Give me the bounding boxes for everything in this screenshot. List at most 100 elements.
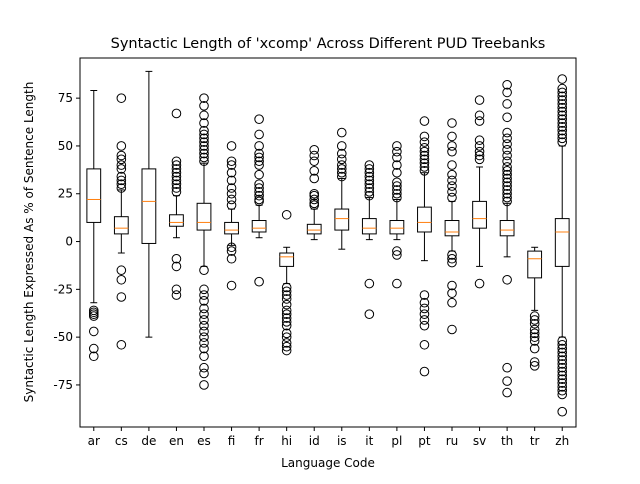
x-tick-label: fi	[228, 434, 236, 448]
outlier-point	[447, 146, 457, 157]
outlier-point	[281, 290, 292, 300]
box-ar	[86, 90, 102, 362]
outlier-point	[226, 141, 237, 151]
y-tick-label: 25	[58, 187, 73, 201]
outlier-point	[226, 160, 237, 170]
outlier-point	[88, 311, 99, 321]
chart-title: Syntactic Length of 'xcomp' Across Diffe…	[111, 36, 546, 52]
outlier-point	[557, 129, 568, 140]
outlier-point	[281, 328, 292, 339]
outlier-point	[199, 362, 209, 373]
outlier-point	[281, 299, 292, 310]
outlier-point	[199, 284, 209, 295]
iqr-box	[444, 220, 460, 237]
y-tick-label: -50	[53, 330, 73, 344]
outlier-point	[392, 188, 402, 199]
outlier-point	[199, 315, 209, 325]
x-tick-label: it	[365, 434, 373, 448]
outlier-point	[254, 169, 264, 180]
x-tick-label: zh	[555, 434, 569, 448]
x-tick-label: id	[309, 434, 320, 448]
outlier-point	[281, 345, 292, 356]
outlier-point	[88, 351, 99, 362]
iqr-box	[196, 202, 212, 231]
outlier-point	[364, 179, 375, 189]
outlier-point	[502, 127, 512, 138]
outlier-point	[199, 152, 209, 163]
outlier-point	[392, 146, 402, 157]
outlier-point	[116, 93, 127, 103]
outlier-point	[419, 162, 430, 172]
outlier-point	[171, 284, 182, 295]
outlier-point	[557, 106, 568, 117]
outlier-point	[281, 209, 292, 220]
box-hi	[279, 209, 295, 356]
outlier-point	[502, 169, 512, 180]
outlier-point	[199, 309, 209, 319]
x-tick-label: is	[337, 434, 347, 448]
outlier-point	[116, 164, 127, 174]
outlier-point	[419, 166, 430, 176]
iqr-box	[389, 220, 405, 235]
outlier-point	[116, 292, 127, 302]
iqr-box	[141, 168, 157, 244]
outlier-point	[88, 343, 99, 354]
outlier-point	[502, 133, 512, 144]
outlier-point	[502, 99, 512, 109]
outlier-point	[171, 179, 182, 189]
box-fi	[224, 141, 239, 291]
outlier-point	[281, 282, 292, 293]
x-axis-label: Language Code	[281, 456, 375, 470]
outlier-point	[254, 148, 264, 159]
outlier-point	[336, 167, 347, 178]
outlier-point	[502, 188, 512, 199]
outlier-point	[226, 253, 237, 264]
outlier-point	[392, 152, 402, 163]
outlier-point	[199, 303, 209, 314]
outlier-point	[529, 311, 540, 321]
outlier-point	[309, 150, 320, 161]
box-es	[196, 93, 212, 390]
outlier-point	[392, 181, 402, 191]
outlier-point	[557, 91, 568, 102]
outlier-point	[226, 183, 237, 193]
outlier-point	[171, 175, 182, 186]
outlier-point	[447, 250, 457, 260]
x-tick-label: en	[169, 434, 184, 448]
outlier-point	[336, 164, 347, 174]
outlier-point	[226, 167, 237, 178]
outlier-point	[447, 141, 457, 151]
iqr-box	[334, 208, 350, 231]
box-ru	[444, 118, 460, 335]
outlier-point	[419, 131, 430, 142]
outlier-point	[281, 332, 292, 342]
x-tick-label: ar	[88, 434, 100, 448]
outlier-point	[392, 278, 402, 289]
outlier-point	[116, 265, 127, 276]
x-axis: ar cs de en es fi fr hi id is it pl pt ru sv th tr zh	[88, 427, 569, 448]
outlier-point	[419, 143, 430, 153]
outlier-point	[529, 324, 540, 335]
outlier-point	[502, 162, 512, 172]
outlier-point	[199, 338, 209, 348]
box-fr	[251, 114, 267, 287]
outlier-point	[199, 332, 209, 342]
outlier-point	[529, 328, 540, 339]
outlier-point	[447, 160, 457, 170]
outlier-point	[419, 366, 430, 377]
outlier-point	[199, 93, 209, 103]
iqr-box	[554, 218, 570, 267]
outlier-point	[226, 194, 237, 205]
outlier-point	[557, 99, 568, 109]
outlier-point	[447, 253, 457, 264]
outlier-point	[447, 192, 457, 203]
outlier-point	[474, 116, 485, 126]
outlier-point	[309, 166, 320, 176]
outlier-point	[199, 351, 209, 362]
outlier-point	[116, 150, 127, 161]
outlier-point	[364, 309, 375, 319]
iqr-box	[113, 216, 129, 235]
outlier-point	[116, 179, 127, 189]
outlier-point	[88, 326, 99, 337]
iqr-box	[279, 252, 295, 267]
